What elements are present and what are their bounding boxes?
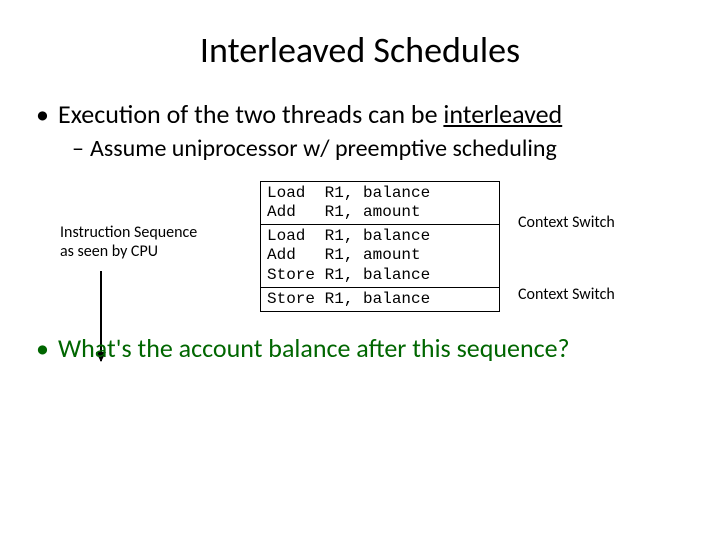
label-line-2: as seen by CPU	[60, 242, 260, 261]
label-line-1: Instruction Sequence	[60, 223, 260, 242]
left-column: Instruction Sequence as seen by CPU	[60, 181, 260, 261]
context-switch-label-1: Context Switch	[518, 213, 615, 232]
bullet-text-b: interleaved	[443, 98, 562, 130]
diagram: Instruction Sequence as seen by CPU Load…	[60, 181, 690, 312]
bullet-execution: Execution of the two threads can be inte…	[36, 100, 690, 130]
code-box-3: Store R1, balance	[260, 288, 500, 312]
slide-title: Interleaved Schedules	[30, 28, 690, 72]
context-switch-label-2: Context Switch	[518, 285, 615, 304]
bullet-assume: Assume uniprocessor w/ preemptive schedu…	[72, 134, 690, 163]
code-column: Load R1, balance Add R1, amount Load R1,…	[260, 181, 500, 312]
code-box-2: Load R1, balance Add R1, amount Store R1…	[260, 225, 500, 288]
bullet-closing: What's the account balance after this se…	[36, 334, 690, 364]
bullet-text-a: Execution of the two threads can be	[58, 98, 443, 130]
slide: Interleaved Schedules Execution of the t…	[0, 0, 720, 540]
code-box-1: Load R1, balance Add R1, amount	[260, 181, 500, 225]
instruction-sequence-label: Instruction Sequence as seen by CPU	[60, 223, 260, 261]
